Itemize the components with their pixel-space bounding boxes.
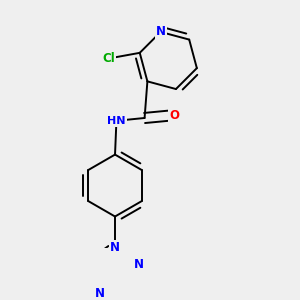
Text: N: N bbox=[156, 26, 166, 38]
Text: HN: HN bbox=[107, 116, 126, 126]
Text: N: N bbox=[95, 287, 105, 300]
Text: Cl: Cl bbox=[102, 52, 115, 65]
Text: N: N bbox=[134, 259, 144, 272]
Text: O: O bbox=[169, 109, 179, 122]
Text: N: N bbox=[110, 241, 120, 254]
